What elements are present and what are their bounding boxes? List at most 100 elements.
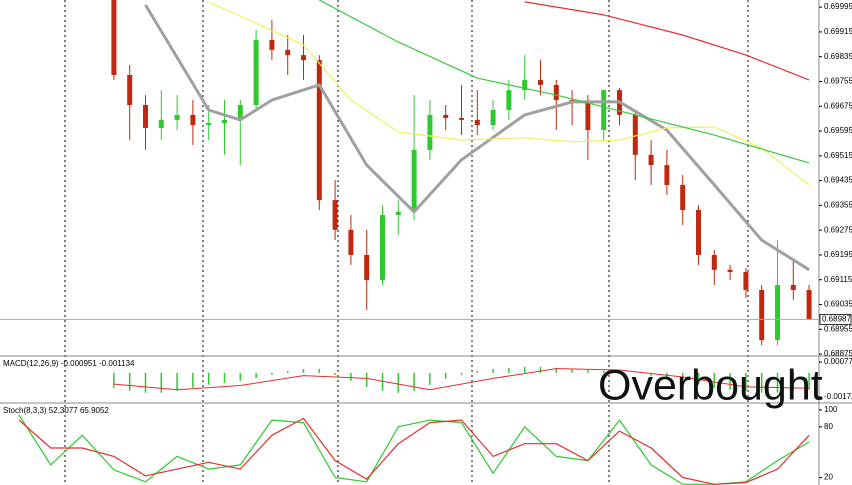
macd-bar bbox=[508, 367, 510, 373]
indicator-line bbox=[18, 417, 810, 485]
macd-bar bbox=[113, 372, 115, 388]
candle-body bbox=[680, 184, 686, 211]
macd-bar bbox=[555, 367, 558, 373]
candle-body bbox=[237, 105, 243, 120]
macd-bar bbox=[729, 372, 731, 390]
candle-body bbox=[474, 119, 480, 126]
candle-body bbox=[601, 90, 607, 131]
macd-bar bbox=[160, 372, 163, 393]
stoch-title: Stoch(8,3,3) 52.3077 65.9052 bbox=[3, 406, 109, 415]
last-price-label: 0.68987 bbox=[822, 314, 851, 323]
candle-body bbox=[316, 60, 322, 201]
candle-body bbox=[127, 74, 133, 106]
candle-body bbox=[506, 90, 512, 110]
macd-bar bbox=[207, 372, 210, 385]
candle-body bbox=[806, 289, 812, 320]
y-tick-label: 0.69835 bbox=[824, 52, 852, 61]
candle-body bbox=[348, 229, 354, 255]
candle-body bbox=[711, 254, 717, 270]
candle-body bbox=[696, 210, 701, 255]
candle-body bbox=[664, 165, 670, 185]
macd-bar bbox=[318, 368, 321, 373]
macd-bar bbox=[286, 370, 289, 373]
y-tick-label: 0.68955 bbox=[824, 324, 852, 333]
candle-body bbox=[206, 122, 212, 126]
macd-bar bbox=[223, 372, 226, 383]
macd-bar bbox=[713, 372, 716, 388]
macd-bar bbox=[539, 366, 542, 373]
indicator-line bbox=[524, 1, 810, 81]
macd-bar bbox=[460, 372, 463, 375]
y-tick-label: 80 bbox=[824, 422, 833, 431]
macd-bar bbox=[429, 372, 431, 385]
candle-body bbox=[553, 84, 559, 101]
macd-bar bbox=[302, 368, 305, 373]
indicator-line bbox=[208, 1, 810, 186]
macd-bar bbox=[808, 372, 810, 390]
y-tick-label: 0.69675 bbox=[824, 101, 852, 110]
y-tick-label: 0.69035 bbox=[824, 300, 852, 309]
y-tick-label: 0.69115 bbox=[824, 275, 852, 284]
candle-body bbox=[253, 39, 259, 106]
candle-body bbox=[364, 254, 370, 281]
macd-bar bbox=[192, 372, 194, 388]
indicator-line bbox=[18, 414, 810, 485]
y-tick-label: 0.00077 bbox=[824, 357, 852, 366]
macd-bar bbox=[176, 372, 178, 391]
candle-body bbox=[174, 114, 180, 120]
candle-body bbox=[648, 154, 654, 166]
time-separators bbox=[64, 0, 749, 485]
candle-body bbox=[111, 0, 117, 75]
indicator-line bbox=[144, 4, 810, 272]
macd-bar bbox=[255, 372, 257, 378]
macd-bar bbox=[523, 366, 526, 373]
macd-bar bbox=[634, 372, 637, 374]
candle-body bbox=[395, 211, 401, 215]
macd-bar bbox=[792, 372, 795, 391]
macd-bar bbox=[587, 369, 589, 373]
last-price-box bbox=[819, 313, 852, 325]
y-tick-label: 0.69755 bbox=[824, 77, 852, 86]
candle-body bbox=[222, 119, 227, 123]
candle-body bbox=[269, 39, 275, 50]
candle-body bbox=[759, 289, 765, 341]
macd-bar bbox=[334, 372, 336, 375]
macd-bar bbox=[381, 372, 384, 391]
candles bbox=[111, 0, 812, 346]
candle-body bbox=[285, 49, 291, 56]
y-tick-label: 20 bbox=[824, 473, 833, 482]
macd-bar bbox=[397, 372, 400, 393]
macd-bar bbox=[571, 368, 573, 373]
macd-bar bbox=[476, 370, 479, 373]
candle-body bbox=[490, 109, 496, 126]
candle-body bbox=[380, 214, 385, 281]
candle-body bbox=[743, 271, 749, 290]
y-tick-label: 100 bbox=[824, 405, 838, 414]
candle-body bbox=[459, 118, 464, 120]
macd-bar bbox=[776, 372, 779, 393]
candle-body bbox=[522, 79, 528, 91]
candle-body bbox=[538, 79, 543, 85]
macd-bar bbox=[365, 372, 368, 387]
y-tick-label: 0.69515 bbox=[824, 151, 852, 160]
candle-body bbox=[301, 55, 306, 61]
macd-bar bbox=[602, 370, 605, 373]
y-tick-label: 0.69195 bbox=[824, 250, 852, 259]
indicator-line bbox=[113, 368, 810, 391]
macd-title: MACD(12,26,9) -0.000951 -0.001134 bbox=[3, 359, 135, 368]
macd-bar bbox=[666, 372, 668, 379]
candle-body bbox=[585, 102, 591, 131]
macd-bar bbox=[492, 368, 494, 373]
y-tick-label: 0.69995 bbox=[824, 2, 852, 11]
candle-body bbox=[443, 114, 449, 119]
y-tick-label: 0.69275 bbox=[824, 225, 852, 234]
candle-body bbox=[143, 105, 148, 128]
y-tick-label: 0.69435 bbox=[824, 176, 852, 185]
macd-bar bbox=[144, 372, 147, 393]
annotation: Overbought bbox=[598, 361, 823, 409]
y-tick-label: 0.69595 bbox=[824, 126, 852, 135]
candle-body bbox=[632, 114, 638, 155]
macd-bar bbox=[745, 372, 747, 391]
macd-bar bbox=[413, 372, 415, 391]
